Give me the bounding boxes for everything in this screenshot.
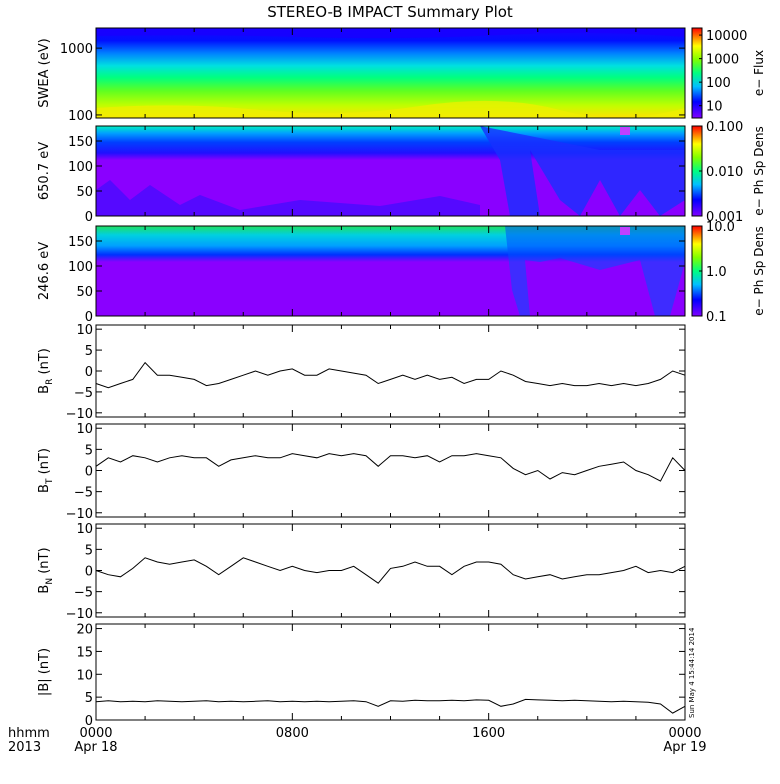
colorbar: 10 100 1000 10000 e− Flux [691, 27, 766, 119]
panel-frame [95, 523, 686, 618]
colorbar-tick-label: 1000 [706, 53, 739, 68]
y-tick-label: −5 [74, 586, 93, 601]
y-axis-label: BR (nT) [37, 348, 55, 394]
colorbar-tick-label: 10000 [706, 29, 747, 44]
time-tick-label: 1600 [472, 726, 505, 741]
date-tick-label: Apr 19 [663, 740, 706, 755]
panel-4: −10 −5 0 5 10 BR (nT) [37, 323, 686, 422]
y-tick-label: 0 [85, 565, 93, 580]
colorbar-tick-label: 10 [706, 100, 723, 115]
y-tick-label: 10 [76, 668, 93, 683]
colorbar-label: e− Ph Sp Dens [752, 226, 766, 315]
series-line [95, 361, 686, 389]
y-axis-label: |B| (nT) [37, 648, 52, 696]
colorbar-tick-label: 0.1 [706, 310, 727, 325]
colorbar: 0.1 1.0 10.0 e− Ph Sp Dens [691, 220, 766, 325]
y-tick-label: 0 [85, 465, 93, 480]
time-axis-label-year: 2013 [8, 740, 41, 755]
y-tick-label: −5 [74, 486, 93, 501]
panel-5: −10 −5 0 5 10 BT (nT) [37, 422, 686, 522]
y-tick-label: 15 [76, 645, 93, 660]
plot-title: STEREO-B IMPACT Summary Plot [267, 3, 513, 21]
y-axis-label: BN (nT) [37, 547, 55, 593]
colorbar-scale [691, 27, 703, 119]
y-tick-label: 5 [85, 691, 93, 706]
colorbar-tick-label: 0.010 [706, 165, 743, 180]
generation-stamp: Sun May 4 15:44:14 2014 [688, 627, 696, 718]
y-tick-label: 150 [68, 135, 93, 150]
y-tick-label: 100 [68, 109, 93, 124]
series-line [95, 453, 686, 482]
panel-1: 100 1000 SWEA (eV) 10 100 1000 10000 e− Flux [37, 27, 766, 124]
pad-246eV-spectrogram [96, 226, 685, 316]
time-tick-label: 0800 [276, 726, 309, 741]
y-tick-label: 10 [76, 323, 93, 338]
y-tick-label: 0 [85, 310, 93, 325]
panel-frame [95, 423, 686, 518]
series-line [95, 698, 686, 714]
colorbar-label: e− Ph Sp Dens [752, 126, 766, 215]
time-tick-label: 0000 [668, 726, 701, 741]
y-axis-label: SWEA (eV) [37, 38, 52, 107]
y-tick-label: −10 [66, 407, 93, 422]
y-tick-label: −5 [74, 386, 93, 401]
y-tick-label: 150 [68, 235, 93, 250]
y-axis-label: 650.7 eV [37, 142, 52, 200]
y-axis-label: BT (nT) [37, 448, 55, 493]
panel-frame [95, 324, 686, 418]
time-axis-label-hhmm: hhmm [8, 726, 50, 741]
y-tick-label: 100 [68, 260, 93, 275]
y-tick-label: 50 [76, 285, 93, 300]
y-tick-label: 20 [76, 623, 93, 638]
y-axis-label: 246.6 eV [37, 242, 52, 300]
colorbar-tick-label: 100 [706, 76, 731, 91]
pad-650eV-spectrogram [96, 126, 685, 216]
y-tick-label: 0 [85, 714, 93, 729]
y-tick-label: −10 [66, 507, 93, 522]
y-tick-label: 5 [85, 443, 93, 458]
panel-7: 0 5 10 15 20 |B| (nT) [37, 623, 686, 729]
y-tick-label: 100 [68, 160, 93, 175]
colorbar: 0.001 0.010 0.100 e− Ph Sp Dens [691, 120, 766, 225]
y-tick-label: 0 [85, 365, 93, 380]
panel-frame [95, 623, 686, 721]
y-tick-label: 10 [76, 522, 93, 537]
colorbar-tick-label: 1.0 [706, 265, 727, 280]
y-tick-label: −10 [66, 607, 93, 622]
panel-2: 0 50 100 150 650.7 eV 0.001 0.010 0.100 e− Ph Sp… [37, 120, 766, 225]
y-tick-label: 1000 [60, 42, 93, 57]
time-tick-label: 0000 [79, 726, 112, 741]
y-tick-label: 5 [85, 543, 93, 558]
y-tick-label: 50 [76, 185, 93, 200]
panel-6: −10 −5 0 5 10 BN (nT) [37, 522, 686, 622]
colorbar-tick-label: 0.100 [706, 120, 743, 135]
y-tick-label: 0 [85, 210, 93, 225]
colorbar-label: e− Flux [752, 50, 766, 96]
y-tick-label: 5 [85, 344, 93, 359]
y-tick-label: 10 [76, 422, 93, 437]
panel-3: 0 50 100 150 246.6 eV 0.1 1.0 10.0 e− Ph Sp Dens [37, 220, 766, 325]
colorbar-tick-label: 0.001 [706, 210, 743, 225]
date-tick-label: Apr 18 [74, 740, 117, 755]
colorbar-tick-label: 10.0 [706, 220, 735, 235]
swea-spectrogram [96, 28, 685, 118]
series-line [95, 557, 686, 584]
